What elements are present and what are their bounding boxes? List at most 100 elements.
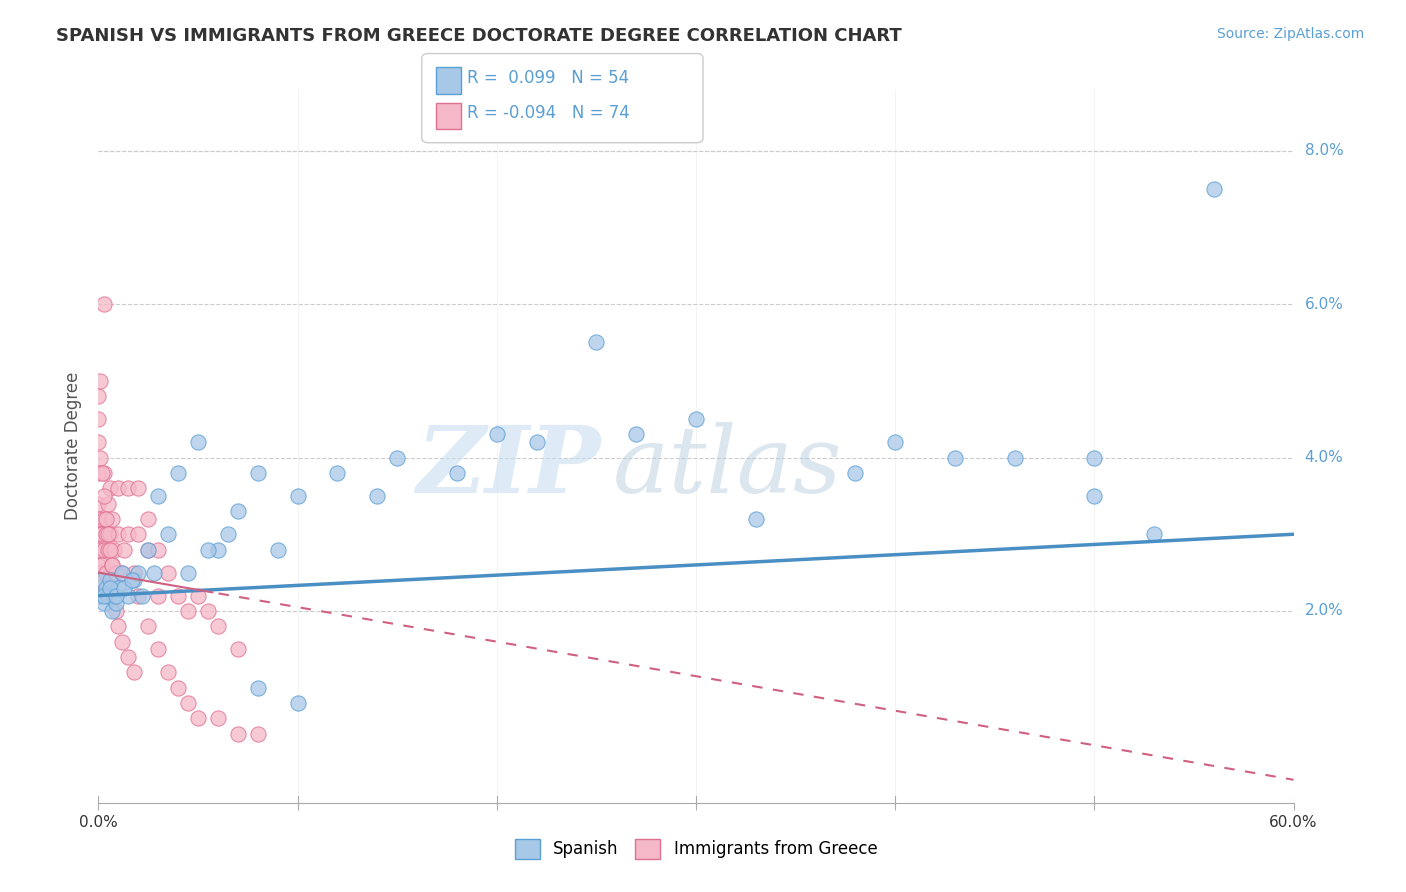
Point — [89, 542, 111, 557]
Point — [87, 497, 110, 511]
Point — [121, 574, 143, 588]
Point — [226, 504, 249, 518]
Legend: Spanish, Immigrants from Greece: Spanish, Immigrants from Greece — [508, 832, 884, 866]
Point — [111, 566, 134, 580]
Point — [177, 566, 200, 580]
Point — [207, 619, 229, 633]
Point — [217, 527, 239, 541]
Point — [148, 642, 170, 657]
Point — [127, 589, 149, 603]
Point — [685, 412, 707, 426]
Point — [1004, 450, 1026, 465]
Point — [745, 512, 768, 526]
Point — [87, 435, 110, 450]
Point — [226, 642, 249, 657]
Point — [626, 427, 648, 442]
Text: R =  0.099   N = 54: R = 0.099 N = 54 — [467, 69, 628, 87]
Point — [526, 435, 548, 450]
Point — [107, 619, 129, 633]
Point — [97, 497, 120, 511]
Text: 8.0%: 8.0% — [1305, 143, 1343, 158]
Point — [91, 527, 114, 541]
Point — [103, 589, 125, 603]
Point — [1083, 450, 1105, 465]
Point — [197, 604, 219, 618]
Point — [177, 604, 200, 618]
Point — [167, 466, 190, 480]
Point — [93, 596, 115, 610]
Point — [246, 681, 269, 695]
Point — [101, 558, 124, 572]
Point — [93, 297, 115, 311]
Point — [207, 711, 229, 725]
Point — [187, 589, 209, 603]
Point — [1143, 527, 1166, 541]
Point — [197, 542, 219, 557]
Point — [98, 542, 122, 557]
Point — [87, 389, 110, 403]
Point — [87, 542, 110, 557]
Point — [167, 681, 190, 695]
Point — [187, 435, 209, 450]
Point — [89, 374, 111, 388]
Text: Source: ZipAtlas.com: Source: ZipAtlas.com — [1216, 27, 1364, 41]
Point — [97, 527, 120, 541]
Point — [112, 581, 135, 595]
Point — [385, 450, 409, 465]
Text: 2.0%: 2.0% — [1305, 604, 1343, 618]
Point — [157, 527, 180, 541]
Point — [844, 466, 866, 480]
Point — [105, 596, 128, 610]
Point — [136, 542, 159, 557]
Point — [87, 527, 110, 541]
Point — [91, 558, 114, 572]
Point — [167, 589, 190, 603]
Point — [124, 665, 146, 680]
Point — [87, 512, 110, 526]
Point — [101, 512, 124, 526]
Point — [89, 566, 111, 580]
Point — [117, 589, 139, 603]
Point — [98, 481, 122, 495]
Point — [117, 527, 139, 541]
Point — [87, 466, 110, 480]
Point — [177, 696, 200, 710]
Point — [267, 542, 290, 557]
Point — [87, 558, 110, 572]
Point — [101, 604, 124, 618]
Point — [148, 489, 170, 503]
Point — [105, 604, 128, 618]
Point — [485, 427, 508, 442]
Point — [111, 634, 134, 648]
Point — [287, 696, 309, 710]
Point — [107, 581, 129, 595]
Point — [136, 619, 159, 633]
Point — [1083, 489, 1105, 503]
Point — [124, 574, 146, 588]
Text: 4.0%: 4.0% — [1305, 450, 1343, 465]
Y-axis label: Doctorate Degree: Doctorate Degree — [65, 372, 83, 520]
Point — [143, 566, 166, 580]
Point — [98, 574, 122, 588]
Point — [287, 489, 309, 503]
Point — [97, 542, 120, 557]
Point — [246, 466, 269, 480]
Point — [127, 481, 149, 495]
Point — [93, 489, 115, 503]
Point — [585, 335, 607, 350]
Text: R = -0.094   N = 74: R = -0.094 N = 74 — [467, 104, 630, 122]
Point — [148, 589, 170, 603]
Point — [187, 711, 209, 725]
Point — [91, 574, 114, 588]
Point — [107, 481, 129, 495]
Point — [103, 542, 125, 557]
Point — [103, 589, 125, 603]
Point — [112, 542, 135, 557]
Point — [89, 512, 111, 526]
Text: 6.0%: 6.0% — [1305, 296, 1344, 311]
Point — [96, 566, 118, 580]
Point — [127, 566, 149, 580]
Point — [943, 450, 966, 465]
Point — [105, 589, 128, 603]
Point — [117, 650, 139, 665]
